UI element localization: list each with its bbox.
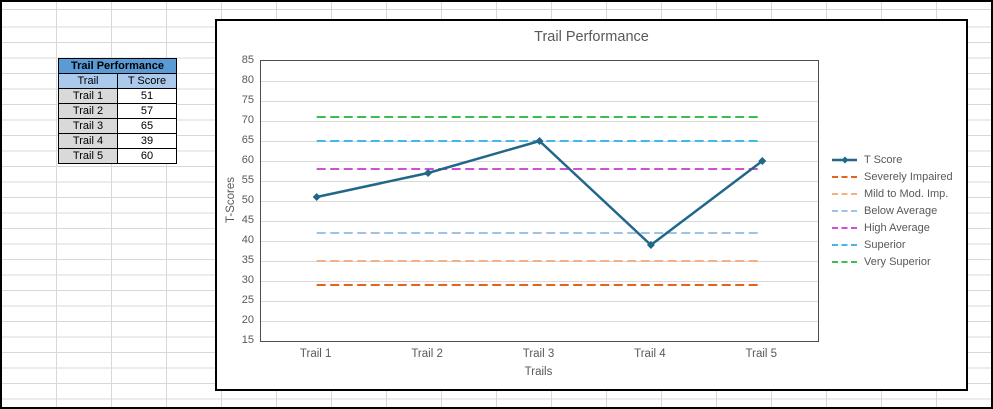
gridline: [261, 200, 818, 202]
trail-label-cell[interactable]: Trail 5: [58, 148, 118, 164]
legend-label: Very Superior: [864, 256, 931, 268]
x-tick-label: Trail 3: [522, 348, 555, 360]
plot-area: [260, 60, 819, 342]
table-row: Trail 2 57: [58, 103, 177, 119]
y-tick-label: 20: [241, 314, 254, 326]
table-title-cell[interactable]: Trail Performance: [58, 58, 177, 74]
legend-label: Severely Impaired: [864, 171, 953, 183]
gridline: [261, 240, 818, 242]
y-tick-label: 60: [241, 154, 254, 166]
gridline: [261, 80, 818, 82]
y-tick-label: 65: [241, 134, 254, 146]
table-row: Trail 3 65: [58, 118, 177, 134]
tscore-line: [316, 139, 764, 247]
table-row: Trail 1 51: [58, 88, 177, 104]
legend-item[interactable]: Mild to Mod. Imp.: [832, 188, 953, 200]
trail-label-cell[interactable]: Trail 3: [58, 118, 118, 134]
data-point-marker: [424, 169, 433, 177]
x-tick-label: Trail 5: [745, 348, 778, 360]
legend-item[interactable]: T Score: [832, 154, 953, 166]
data-point-marker: [535, 137, 544, 145]
legend-dashed-line-icon: [832, 176, 857, 178]
gridline: [261, 300, 818, 302]
tscore-value-cell[interactable]: 51: [117, 88, 177, 104]
trail-label-cell[interactable]: Trail 1: [58, 88, 118, 104]
gridline: [261, 280, 818, 282]
gridline: [261, 220, 818, 222]
y-tick-label: 15: [241, 334, 254, 346]
table-header-row: Trail T Score: [58, 73, 177, 89]
data-point-marker: [646, 241, 655, 249]
data-point-marker: [758, 157, 767, 165]
legend-label: Below Average: [864, 205, 938, 217]
gridline: [261, 160, 818, 162]
legend-item[interactable]: Severely Impaired: [832, 171, 953, 183]
y-tick-label: 75: [241, 94, 254, 106]
table-row: Trail 5 60: [58, 148, 177, 164]
gridline: [261, 320, 818, 322]
table-title-row: Trail Performance: [58, 58, 177, 74]
legend-item[interactable]: Superior: [832, 239, 953, 251]
legend-item[interactable]: Below Average: [832, 205, 953, 217]
table-header-trail[interactable]: Trail: [58, 73, 118, 89]
legend-label: Superior: [864, 239, 906, 251]
legend-dashed-line-icon: [832, 244, 857, 246]
y-tick-label: 35: [241, 254, 254, 266]
tscore-value-cell[interactable]: 65: [117, 118, 177, 134]
legend-line-marker-icon: [832, 156, 857, 164]
legend-label: T Score: [864, 154, 903, 166]
legend-dashed-line-icon: [832, 193, 857, 195]
chart-series-layer: [312, 116, 767, 286]
y-tick-label: 80: [241, 74, 254, 86]
y-tick-label: 25: [241, 294, 254, 306]
tscore-value-cell[interactable]: 57: [117, 103, 177, 119]
y-tick-label: 55: [241, 174, 254, 186]
legend-item[interactable]: Very Superior: [832, 256, 953, 268]
x-axis-title: Trails: [524, 366, 553, 378]
table-header-tscore[interactable]: T Score: [117, 73, 177, 89]
table-row: Trail 4 39: [58, 133, 177, 149]
data-point-marker: [312, 193, 321, 201]
x-tick-label: Trail 2: [411, 348, 443, 360]
tscore-value-cell[interactable]: 60: [117, 148, 177, 164]
legend-dashed-line-icon: [832, 227, 857, 229]
trail-label-cell[interactable]: Trail 4: [58, 133, 118, 149]
y-tick-label: 70: [241, 114, 254, 126]
tscore-value-cell[interactable]: 39: [117, 133, 177, 149]
x-tick-label: Trail 4: [634, 348, 666, 360]
y-tick-label: 50: [241, 194, 254, 206]
gridline: [261, 120, 818, 122]
trail-label-cell[interactable]: Trail 2: [58, 103, 118, 119]
x-tick-label: Trail 1: [299, 348, 332, 360]
legend-item[interactable]: High Average: [832, 222, 953, 234]
chart-container[interactable]: Trail Performance T-Scores 85 80 75 70 65 60 5…: [215, 19, 968, 391]
chart-title[interactable]: Trail Performance: [534, 29, 649, 45]
gridline: [261, 180, 818, 182]
y-tick-label: 45: [241, 214, 254, 226]
gridline: [261, 100, 818, 102]
chart-legend: T Score Severely Impaired Mild to Mod. Imp…: [832, 154, 953, 268]
legend-dashed-line-icon: [832, 210, 857, 212]
legend-label: Mild to Mod. Imp.: [864, 188, 949, 200]
legend-label: High Average: [864, 222, 930, 234]
legend-dashed-line-icon: [832, 261, 857, 263]
y-tick-label: 85: [241, 54, 254, 66]
y-tick-label: 40: [241, 234, 254, 246]
y-tick-label: 30: [241, 274, 254, 286]
